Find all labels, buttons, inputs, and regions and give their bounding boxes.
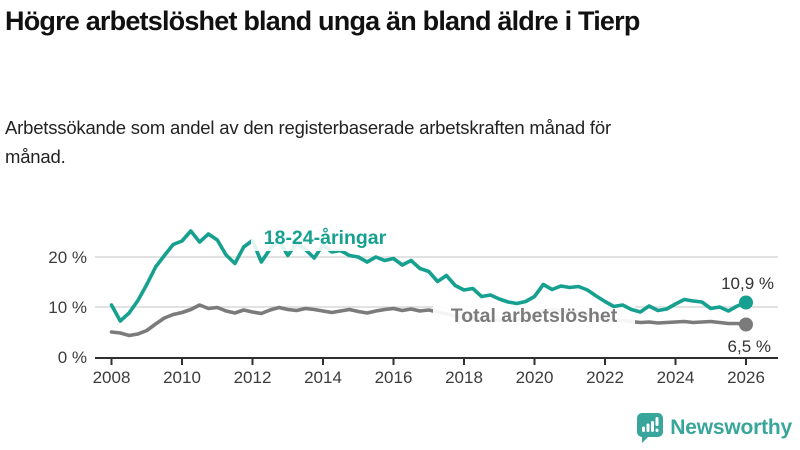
newsworthy-logo-text: Newsworthy xyxy=(670,416,792,439)
y-tick-label: 10 % xyxy=(48,298,87,317)
series-end-dot-1 xyxy=(739,295,753,310)
y-tick-label: 0 % xyxy=(58,348,87,367)
series-end-dot-0 xyxy=(739,317,753,332)
x-tick-label: 2024 xyxy=(657,368,695,387)
series-end-value-1: 10,9 % xyxy=(721,274,774,293)
x-tick-label: 2018 xyxy=(445,368,483,387)
x-tick-label: 2012 xyxy=(234,368,272,387)
series-line-0 xyxy=(109,303,748,338)
x-tick-label: 2022 xyxy=(586,368,624,387)
page-subtitle: Arbetssökande som andel av den registerb… xyxy=(5,117,611,167)
y-tick-label: 20 % xyxy=(48,248,87,267)
newsworthy-logo: Newsworthy xyxy=(637,413,792,443)
x-tick-label: 2008 xyxy=(93,368,131,387)
x-tick-label: 2014 xyxy=(304,368,342,387)
x-tick-label: 2010 xyxy=(163,368,201,387)
x-tick-label: 2016 xyxy=(375,368,413,387)
series-label-bg-1 xyxy=(251,223,399,251)
series-label-bg-0 xyxy=(433,302,635,329)
series-line-1 xyxy=(109,229,748,323)
series-label-0: Total arbetslöshet xyxy=(451,305,618,327)
newsworthy-bubble-chart-icon xyxy=(637,413,664,443)
x-tick-label: 2020 xyxy=(516,368,554,387)
series-end-value-0: 6,5 % xyxy=(728,337,771,356)
x-tick-label: 2026 xyxy=(727,368,765,387)
page-title: Högre arbetslöshet bland unga än bland ä… xyxy=(5,6,640,36)
series-label-1: 18-24-åringar xyxy=(264,226,387,249)
